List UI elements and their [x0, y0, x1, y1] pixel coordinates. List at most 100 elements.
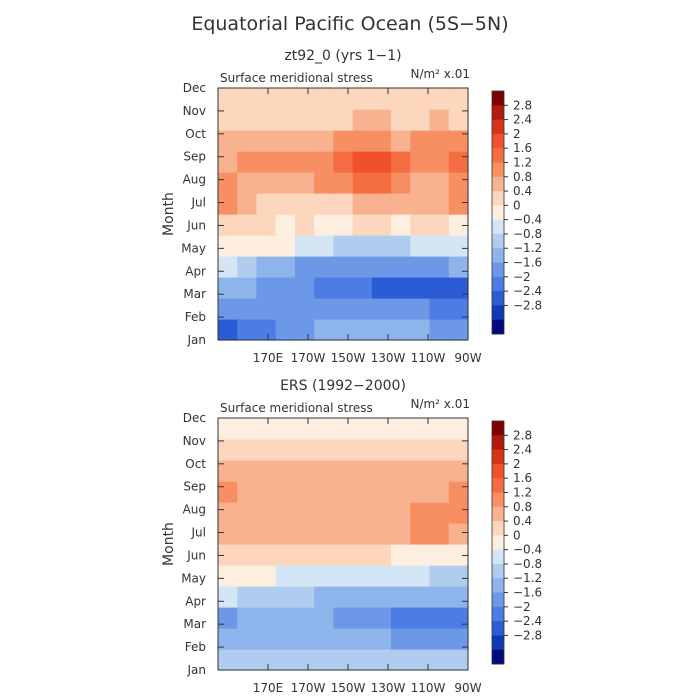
heatmap-cell — [391, 523, 411, 545]
heatmap-cell — [410, 649, 431, 671]
heatmap-cell — [256, 502, 277, 524]
colorbar-swatch — [492, 535, 504, 551]
heatmap-cell — [237, 235, 258, 257]
heatmap-cell — [448, 277, 469, 299]
heatmap-cell — [333, 88, 354, 110]
heatmap-cell — [314, 649, 334, 671]
colorbar-label: 1.2 — [513, 155, 532, 169]
heatmap-cell — [429, 277, 450, 299]
colorbar-label: −0.4 — [513, 543, 542, 557]
heatmap-cell — [391, 277, 411, 299]
heatmap-cell — [391, 109, 411, 131]
heatmap-cell — [371, 481, 392, 503]
heatmap-cell — [448, 109, 469, 131]
heatmap-cell — [256, 439, 277, 461]
heatmap-cell — [333, 418, 354, 440]
heatmap-cell — [256, 481, 277, 503]
colorbar-swatch — [492, 478, 504, 493]
heatmap-cell — [294, 586, 315, 608]
x-tick-label: 170E — [253, 681, 284, 695]
heatmap-cell — [256, 628, 277, 650]
heatmap-cell — [371, 439, 392, 461]
heatmap-cell — [275, 649, 296, 671]
heatmap-cell — [448, 256, 469, 278]
heatmap-cell — [352, 523, 373, 545]
heatmap-cell — [333, 193, 354, 215]
colorbar-swatch — [492, 133, 504, 149]
heatmap-cell — [429, 319, 450, 341]
colorbar-frame — [491, 90, 505, 335]
colorbar-swatch — [492, 635, 504, 651]
y-tick-label: May — [181, 241, 206, 255]
heatmap-cell — [429, 439, 450, 461]
x-tick-label: 110W — [411, 351, 446, 365]
heatmap-cell — [256, 298, 277, 320]
colorbar-swatch — [492, 291, 504, 306]
colorbar-swatch — [492, 191, 504, 206]
colorbar-swatch — [492, 492, 504, 508]
heatmap-cell — [256, 607, 277, 629]
heatmap-cell — [391, 235, 411, 257]
heatmap-cell — [256, 193, 277, 215]
colorbar-label: −2.4 — [513, 614, 542, 628]
colorbar-swatch — [492, 105, 504, 120]
heatmap-cell — [275, 418, 296, 440]
heatmap-cell — [275, 628, 296, 650]
heatmap-cell — [410, 502, 431, 524]
heatmap-cell — [275, 319, 296, 341]
colorbar-label: 1.6 — [513, 471, 532, 485]
heatmap-cell — [314, 214, 334, 236]
heatmap-cell — [448, 88, 469, 110]
x-tick-label: 150W — [331, 351, 366, 365]
heatmap-cell — [410, 628, 431, 650]
heatmap-cell — [218, 523, 238, 545]
heatmap-cell — [294, 481, 315, 503]
heatmap-cell — [218, 628, 238, 650]
colorbar-swatch — [492, 435, 504, 450]
plot-frame — [217, 417, 469, 671]
colorbar-label: −2 — [513, 270, 531, 284]
y-tick-label: Aug — [183, 503, 206, 517]
heatmap-cell — [237, 130, 258, 152]
heatmap-cell — [352, 193, 373, 215]
heatmap-cell — [333, 109, 354, 131]
heatmap-cell — [410, 481, 431, 503]
heatmap-cell — [218, 544, 238, 566]
heatmap-cell — [410, 439, 431, 461]
heatmap-cell — [314, 586, 334, 608]
heatmap-cell — [371, 565, 392, 587]
heatmap-cell — [294, 607, 315, 629]
heatmap-cell — [256, 277, 277, 299]
heatmap-cell — [448, 502, 469, 524]
heatmap-cell — [352, 235, 373, 257]
chart-title: Equatorial Pacific Ocean (5S−5N) — [191, 13, 508, 35]
colorbar-label: −2.4 — [513, 284, 542, 298]
heatmap-cell — [410, 565, 431, 587]
colorbar-swatch — [492, 421, 504, 436]
colorbar-swatch — [492, 262, 504, 278]
heatmap-cell — [391, 256, 411, 278]
heatmap-cell — [237, 88, 258, 110]
heatmap-cell — [371, 460, 392, 482]
heatmap-cell — [333, 607, 354, 629]
heatmap-cell — [314, 109, 334, 131]
heatmap-cell — [448, 214, 469, 236]
heatmap-cell — [410, 523, 431, 545]
colorbar-label: −2.8 — [513, 628, 542, 642]
x-tick-label: 170W — [291, 681, 326, 695]
heatmap-cell — [371, 628, 392, 650]
heatmap-cell — [294, 544, 315, 566]
colorbar-swatch — [492, 563, 504, 579]
colorbar-swatch — [492, 506, 504, 522]
colorbar-swatch — [492, 463, 504, 479]
heatmap-cell — [237, 628, 258, 650]
heatmap-cell — [294, 172, 315, 194]
heatmap-cell — [218, 481, 238, 503]
y-tick-label: Apr — [185, 264, 206, 278]
colorbar-label: 0.4 — [513, 514, 532, 528]
heatmap-cell — [333, 649, 354, 671]
heatmap-cell — [391, 418, 411, 440]
heatmap-cell — [218, 502, 238, 524]
heatmap-cell — [352, 277, 373, 299]
heatmap-cell — [448, 607, 469, 629]
